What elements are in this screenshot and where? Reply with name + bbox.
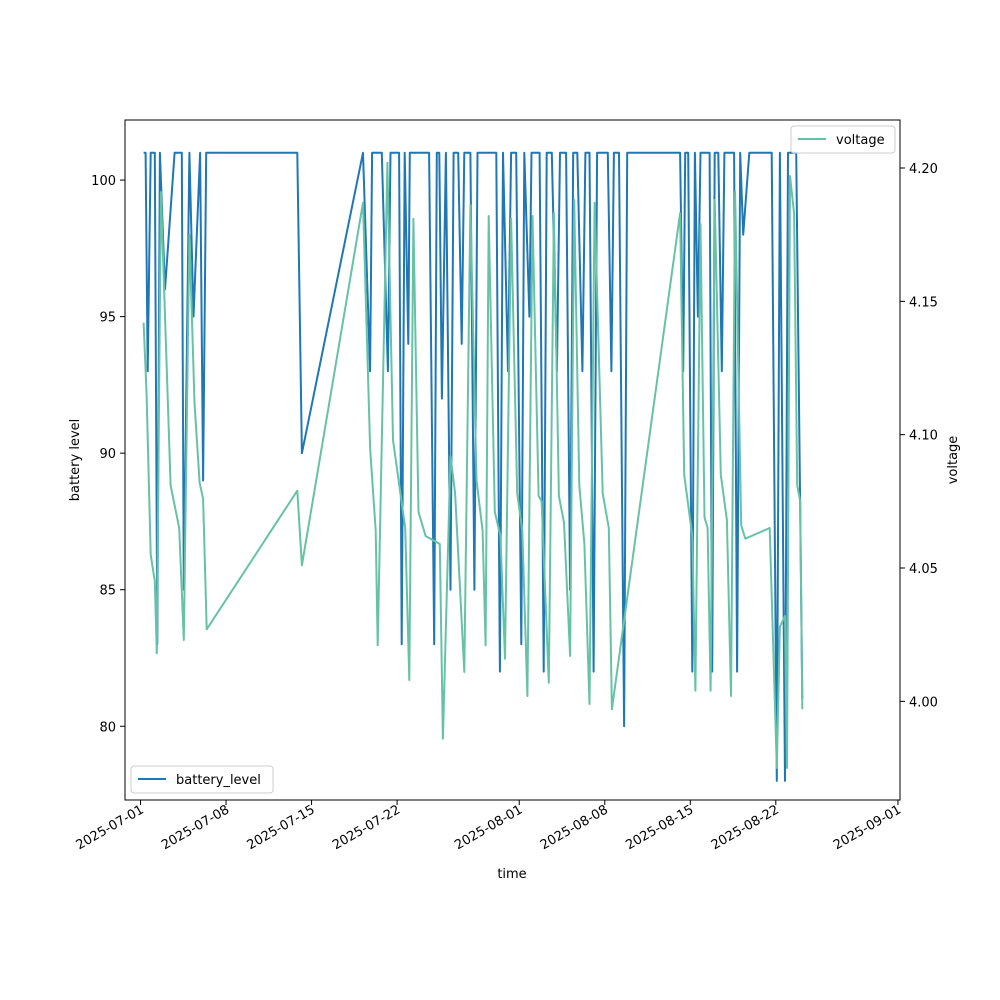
right-y-tick-label: 4.05 bbox=[909, 562, 938, 577]
series-line-battery-level bbox=[143, 151, 804, 782]
right-y-tick-label: 4.10 bbox=[909, 429, 938, 444]
right-y-tick-label: 4.20 bbox=[909, 162, 938, 177]
plot-frame bbox=[124, 119, 901, 801]
legend-battery: battery_level bbox=[130, 765, 274, 794]
series-line-voltage bbox=[142, 161, 804, 769]
right-y-tick-label: 4.00 bbox=[909, 695, 938, 710]
left-y-axis: 80 85 90 95 100 bbox=[91, 174, 125, 735]
left-y-tick-label: 90 bbox=[99, 447, 116, 462]
legend-voltage: voltage bbox=[790, 125, 896, 154]
series-layer bbox=[142, 151, 804, 782]
legend-voltage-box bbox=[790, 125, 896, 154]
left-y-tick-label: 80 bbox=[99, 720, 116, 735]
right-y-tick-label: 4.15 bbox=[909, 295, 938, 310]
left-y-tick-label: 95 bbox=[99, 311, 116, 326]
left-y-tick-label: 100 bbox=[91, 174, 116, 189]
right-y-axis-title: voltage bbox=[946, 436, 961, 485]
x-axis-title: time bbox=[497, 867, 526, 882]
right-y-axis: 4.00 4.05 4.10 4.15 4.20 bbox=[900, 162, 938, 710]
left-y-axis-title: battery level bbox=[68, 419, 83, 502]
legend-battery-box bbox=[130, 765, 274, 794]
legend-voltage-label: voltage bbox=[836, 133, 885, 148]
left-y-tick-label: 85 bbox=[99, 584, 116, 599]
legend-battery-label: battery_level bbox=[176, 773, 261, 788]
